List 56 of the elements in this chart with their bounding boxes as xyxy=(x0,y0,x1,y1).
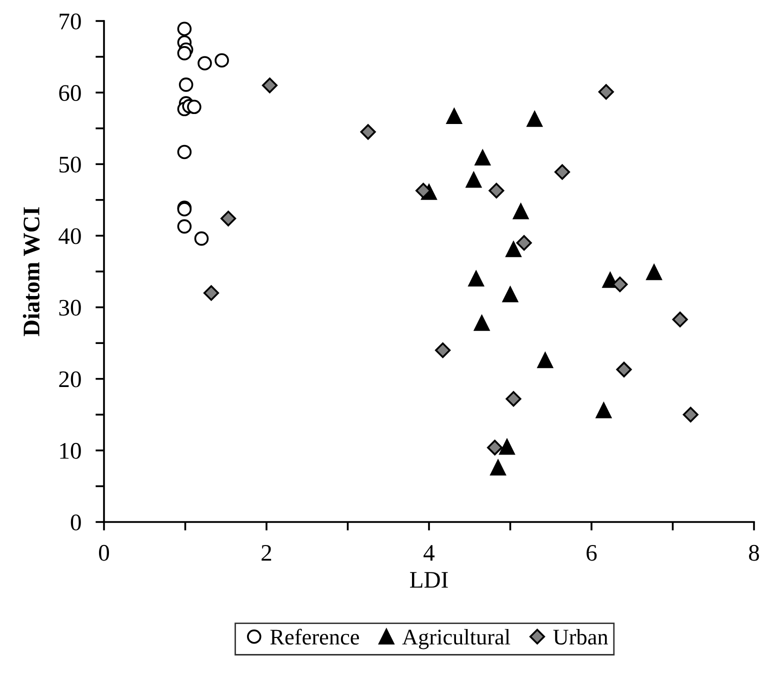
y-axis-title: Diatom WCI xyxy=(22,207,40,336)
point xyxy=(177,144,192,160)
y-tick-label: 0 xyxy=(70,514,81,530)
legend-label: Reference xyxy=(270,628,359,645)
x-tick-label: 4 xyxy=(424,545,435,561)
legend-label: Agricultural xyxy=(402,628,510,650)
point xyxy=(598,84,614,100)
point xyxy=(435,342,451,358)
point xyxy=(487,440,503,456)
point xyxy=(596,402,612,418)
point xyxy=(488,182,504,198)
point xyxy=(646,264,662,280)
point xyxy=(203,285,220,301)
point xyxy=(537,352,554,368)
point xyxy=(187,100,202,114)
point xyxy=(672,312,688,328)
point xyxy=(178,78,194,92)
x-tick-label: 8 xyxy=(748,544,760,561)
point xyxy=(526,111,542,127)
point xyxy=(682,406,698,422)
point xyxy=(214,53,229,68)
point xyxy=(506,241,522,258)
x-tick-label: 2 xyxy=(262,544,272,561)
point xyxy=(177,46,192,60)
point xyxy=(490,460,506,476)
point xyxy=(516,235,532,251)
y-tick-label: 50 xyxy=(60,156,81,173)
point xyxy=(446,108,462,124)
point xyxy=(612,276,628,292)
point xyxy=(616,362,632,378)
point xyxy=(177,219,192,234)
point xyxy=(499,439,515,455)
y-tick-label: 30 xyxy=(59,300,81,316)
y-tick-label: 20 xyxy=(59,371,81,388)
point xyxy=(177,22,192,36)
x-tick-label: 0 xyxy=(98,544,110,561)
x-tick-label: 6 xyxy=(586,544,597,561)
legend-label: Urban xyxy=(553,628,608,645)
point xyxy=(360,124,376,140)
point xyxy=(474,150,490,166)
point xyxy=(468,270,484,287)
point xyxy=(554,164,570,180)
point xyxy=(502,286,518,302)
y-tick-label: 10 xyxy=(60,442,81,459)
point xyxy=(466,172,482,188)
y-tick-label: 70 xyxy=(60,13,81,30)
point xyxy=(512,204,529,220)
y-tick-label: 60 xyxy=(59,85,81,101)
point xyxy=(474,315,490,331)
y-tick-label: 40 xyxy=(58,228,81,244)
point xyxy=(198,56,212,70)
x-axis-title: LDI xyxy=(410,572,448,588)
point xyxy=(194,231,209,246)
point xyxy=(262,78,278,94)
point xyxy=(506,391,522,407)
point xyxy=(220,210,236,226)
